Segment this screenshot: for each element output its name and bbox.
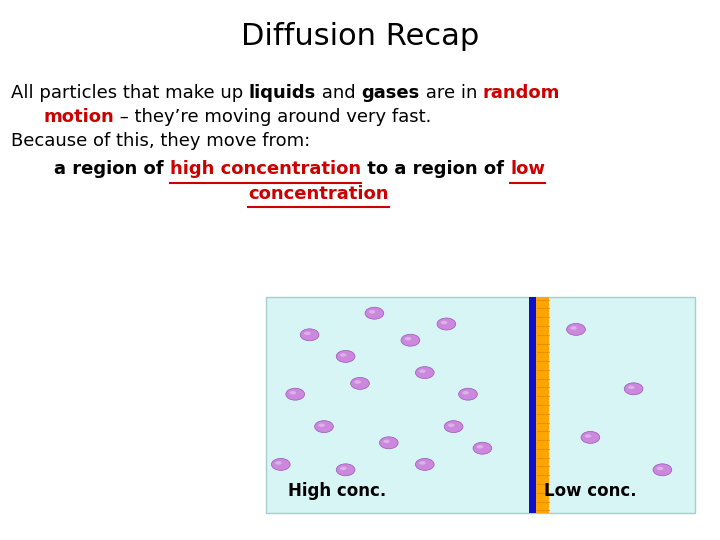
Text: liquids: liquids: [249, 84, 316, 102]
Ellipse shape: [653, 464, 672, 476]
Ellipse shape: [567, 323, 585, 335]
Ellipse shape: [477, 445, 483, 449]
Text: Low conc.: Low conc.: [544, 482, 636, 500]
Ellipse shape: [286, 388, 305, 400]
Text: Diffusion Recap: Diffusion Recap: [241, 22, 479, 51]
Ellipse shape: [570, 326, 577, 330]
Ellipse shape: [383, 440, 390, 443]
Text: random: random: [483, 84, 560, 102]
Ellipse shape: [318, 423, 325, 427]
Ellipse shape: [336, 350, 355, 362]
Ellipse shape: [459, 388, 477, 400]
Text: Because of this, they move from:: Because of this, they move from:: [11, 132, 310, 150]
Text: and: and: [316, 84, 361, 102]
Ellipse shape: [419, 461, 426, 465]
Text: motion: motion: [43, 108, 114, 126]
Ellipse shape: [585, 434, 591, 438]
Ellipse shape: [354, 380, 361, 384]
Ellipse shape: [415, 458, 434, 470]
Text: are in: are in: [420, 84, 483, 102]
Text: low: low: [510, 160, 545, 178]
Text: – they’re moving around very fast.: – they’re moving around very fast.: [114, 108, 431, 126]
Ellipse shape: [336, 464, 355, 476]
Ellipse shape: [462, 391, 469, 395]
Ellipse shape: [304, 332, 310, 335]
Ellipse shape: [340, 467, 346, 470]
Text: to a region of: to a region of: [361, 160, 510, 178]
Ellipse shape: [315, 421, 333, 433]
Ellipse shape: [369, 310, 375, 314]
Ellipse shape: [289, 391, 296, 395]
Ellipse shape: [340, 353, 346, 357]
Ellipse shape: [624, 383, 643, 395]
Ellipse shape: [437, 318, 456, 330]
Ellipse shape: [444, 421, 463, 433]
Ellipse shape: [441, 321, 447, 325]
Bar: [266, 297, 695, 513]
Text: All particles that make up: All particles that make up: [11, 84, 249, 102]
Ellipse shape: [581, 431, 600, 443]
Bar: [536, 297, 549, 513]
Ellipse shape: [628, 386, 634, 389]
Ellipse shape: [365, 307, 384, 319]
Ellipse shape: [448, 423, 454, 427]
Ellipse shape: [379, 437, 398, 449]
Text: high concentration: high concentration: [170, 160, 361, 178]
Text: High conc.: High conc.: [288, 482, 386, 500]
Ellipse shape: [415, 367, 434, 379]
Ellipse shape: [401, 334, 420, 346]
Text: concentration: concentration: [248, 185, 389, 202]
Bar: [529, 297, 536, 513]
Ellipse shape: [271, 458, 290, 470]
Text: a region of: a region of: [54, 160, 170, 178]
Ellipse shape: [419, 369, 426, 373]
Ellipse shape: [351, 377, 369, 389]
Ellipse shape: [657, 467, 663, 470]
Ellipse shape: [300, 329, 319, 341]
Ellipse shape: [405, 337, 411, 341]
Ellipse shape: [473, 442, 492, 454]
Ellipse shape: [275, 461, 282, 465]
Text: gases: gases: [361, 84, 420, 102]
